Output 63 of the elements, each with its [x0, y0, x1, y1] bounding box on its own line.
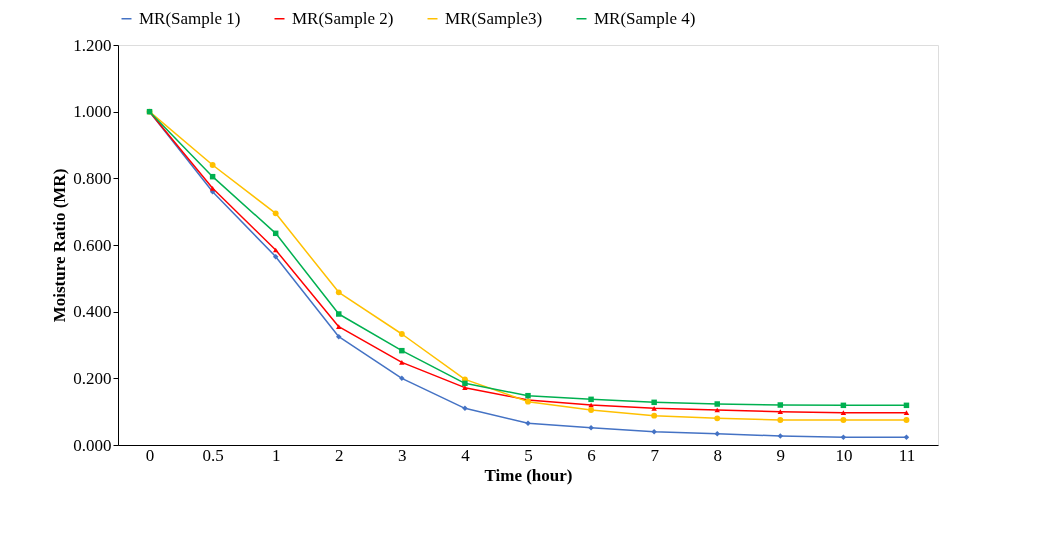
x-tick-label: 8 — [713, 445, 722, 465]
point — [651, 412, 658, 419]
y-tick-label: 0.000 — [73, 435, 112, 455]
point — [209, 162, 216, 168]
y-axis-title: Moisture Ratio (MR) — [50, 168, 70, 323]
point — [588, 396, 594, 403]
x-tick-label: 3 — [398, 445, 407, 465]
point — [714, 430, 720, 437]
point — [903, 417, 910, 423]
point — [903, 410, 910, 416]
point — [651, 399, 657, 406]
point — [525, 420, 531, 427]
point — [272, 210, 279, 217]
point — [840, 417, 847, 423]
point — [399, 375, 405, 382]
point — [714, 401, 720, 407]
point — [335, 289, 342, 296]
x-tick-label: 0.5 — [202, 445, 224, 465]
y-tick-label: 0.400 — [73, 302, 112, 322]
x-tick-label: 2 — [335, 445, 344, 465]
y-tick-label: 1.000 — [73, 102, 112, 122]
legend-label: MR(Sample 4) — [594, 8, 696, 28]
point — [714, 415, 721, 422]
y-tick-label: 0.600 — [73, 235, 112, 255]
point — [336, 324, 342, 330]
x-tick-label: 5 — [524, 445, 533, 465]
point — [840, 410, 847, 416]
point — [462, 380, 468, 387]
x-tick-label: 7 — [650, 445, 660, 465]
legend-label: MR(Sample 1) — [139, 8, 241, 28]
point — [336, 311, 342, 317]
point — [525, 392, 531, 399]
x-tick-label: 4 — [461, 445, 471, 465]
y-tick-label: 1.200 — [73, 35, 112, 55]
legend-label: MR(Sample3) — [445, 8, 543, 28]
point — [651, 428, 657, 435]
point — [777, 433, 784, 439]
y-tick-label: 0.200 — [73, 368, 112, 388]
point — [461, 376, 468, 383]
point — [272, 253, 279, 260]
point — [651, 405, 657, 411]
point — [336, 333, 342, 340]
x-axis-title: Time (hour) — [484, 465, 573, 485]
point — [840, 434, 847, 441]
x-tick-label: 9 — [776, 445, 786, 465]
point — [462, 405, 468, 412]
point — [462, 385, 468, 391]
point — [588, 407, 595, 413]
x-tick-label: 1 — [271, 445, 281, 465]
x-tick-label: 10 — [835, 445, 853, 465]
point — [209, 185, 216, 191]
point — [777, 417, 784, 423]
legend-label: MR(Sample 2) — [292, 8, 394, 28]
point — [399, 359, 405, 365]
point — [588, 424, 594, 431]
point — [399, 347, 405, 354]
y-tick-label: 0.800 — [73, 168, 112, 188]
point — [777, 409, 784, 415]
x-tick-label: 0 — [145, 445, 155, 465]
point — [777, 402, 784, 408]
x-tick-label: 6 — [587, 445, 596, 465]
x-tick-label: 11 — [898, 445, 916, 465]
point — [398, 331, 405, 337]
